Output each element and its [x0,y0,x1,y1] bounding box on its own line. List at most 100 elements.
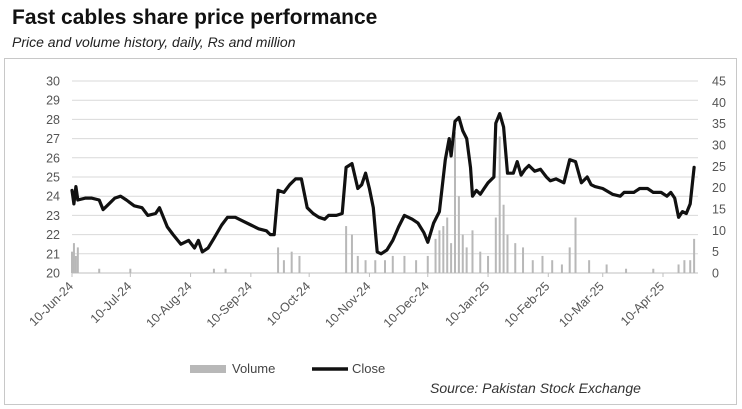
x-tick-label: 10-Dec-24 [381,279,432,330]
volume-bar [560,264,563,273]
close-point [633,191,635,194]
close-point [323,218,326,221]
close-point [660,191,662,194]
close-line [70,112,696,256]
volume-bar [652,268,655,273]
close-point [465,137,468,140]
chart-frame [4,58,737,405]
right-tick-label: 45 [712,75,726,89]
left-tick-label: 26 [46,151,60,165]
close-point [498,112,501,115]
close-point [495,122,497,125]
right-axis: 0 5 10 15 20 25 30 35 40 45 [712,75,726,281]
close-point [73,203,75,205]
close-point [386,249,388,251]
close-point [306,206,309,209]
close-point [356,187,359,190]
close-point [213,237,215,240]
close-point [458,116,460,119]
close-point [133,205,136,207]
volume-bar [689,260,692,273]
close-point [351,162,353,165]
close-point [197,239,200,242]
close-point [623,191,625,194]
volume-bar [72,243,75,273]
close-point [563,181,565,184]
close-point [364,172,367,174]
close-point [403,214,406,217]
right-tick-label: 25 [712,160,726,174]
x-tick-label: 10-Mar-25 [556,279,607,330]
right-tick-label: 20 [712,181,726,195]
close-point [454,120,456,123]
volume-bar [588,260,591,273]
close-point [506,172,509,174]
close-point [590,183,592,186]
close-point [493,176,495,178]
close-point [372,206,375,209]
volume-bar [350,234,353,273]
right-tick-label: 35 [712,117,726,131]
volume-bar [487,255,490,273]
close-point [601,187,604,190]
close-point [300,178,303,180]
volume-bar [364,260,367,273]
close-point [487,181,489,184]
volume-bar [568,247,571,273]
grid-lines [72,80,698,274]
close-point [423,231,425,234]
close-point [469,166,472,169]
volume-bar [384,260,386,273]
volume-bar [605,264,608,273]
close-point [242,220,244,222]
volume-bar [391,255,394,273]
close-point [172,233,174,236]
right-tick-label: 15 [712,203,726,217]
volume-bar [461,234,464,273]
close-point [638,187,641,190]
close-point [475,189,478,192]
close-point [312,212,314,215]
close-point [277,189,279,192]
x-tick-label: 10-Aug-24 [144,279,195,330]
chart-subtitle: Price and volume history, daily, Rs and … [12,34,296,50]
volume-bar [290,251,293,273]
close-point [335,214,338,217]
source-note: Source: Pakistan Stock Exchange [430,380,641,396]
volume-bar [693,238,696,273]
legend-volume-swatch [190,365,226,373]
left-tick-label: 30 [46,75,60,89]
close-point [141,206,143,209]
legend-volume-label: Volume [232,361,275,376]
close-point [574,160,577,163]
close-point [84,197,87,199]
left-tick-label: 25 [46,171,60,185]
volume-bar [531,260,534,273]
close-point [432,222,435,224]
volume-bar [457,196,460,273]
close-point [685,212,688,215]
close-point [539,168,542,171]
volume-bar [471,230,474,273]
close-point [234,216,237,219]
close-point [549,180,552,182]
volume-bar [453,132,456,273]
volume-bar [212,268,215,273]
x-tick-label: 10-Jun-24 [26,279,76,329]
close-point [294,178,297,180]
close-point [568,158,571,161]
close-point [502,126,505,128]
volume-bar [282,260,285,273]
close-point [471,195,474,197]
volume-bar [356,255,359,273]
right-tick-label: 10 [712,224,726,238]
close-point [479,193,482,196]
close-point [154,212,157,215]
close-point [545,176,548,178]
volume-bar [74,255,77,273]
close-point [220,224,223,226]
close-point [677,216,680,219]
volume-bar [98,268,101,273]
close-point [345,166,347,169]
close-point [207,247,209,249]
